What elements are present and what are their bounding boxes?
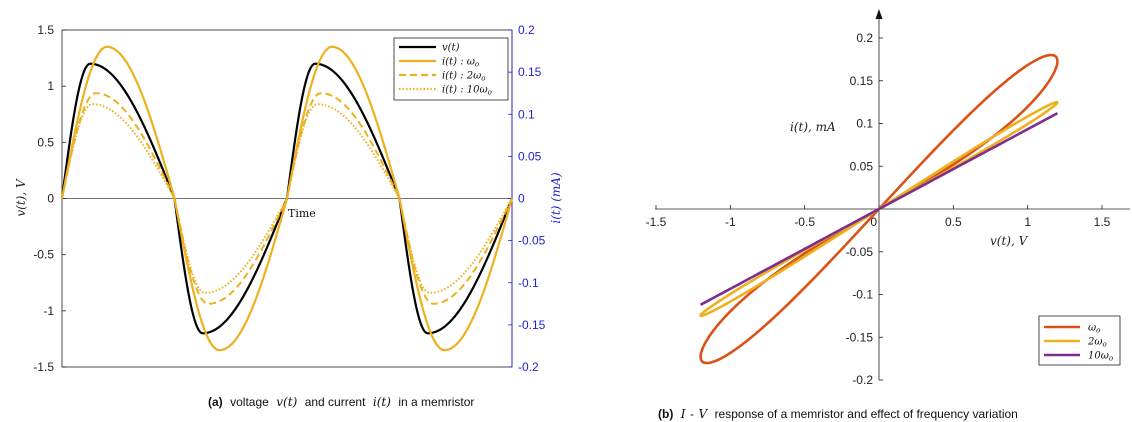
b-x-tick-label: -1 xyxy=(725,215,736,229)
b-y-tick-label: 0.15 xyxy=(850,74,874,88)
plot-b-y-arrow xyxy=(875,9,883,19)
plot-a-ylabel-right: i(t) (mA) xyxy=(549,172,563,224)
a-right-tick-label: -0.1 xyxy=(518,276,539,290)
b-x-tick-label: -0.5 xyxy=(794,215,815,229)
svg-text:(a) voltage v(: (a) voltage v(t) and current i(t) in a m… xyxy=(208,393,474,410)
a-left-tick-label: 0 xyxy=(47,192,54,206)
a-right-tick-label: -0.15 xyxy=(518,318,546,332)
caption-b-math-1: I xyxy=(680,407,686,421)
b-x-tick-label: 0.5 xyxy=(945,215,962,229)
a-legend-label: i(t) : 10ωo xyxy=(442,85,492,97)
plot-a-series xyxy=(60,45,514,352)
caption-a-text-1: voltage xyxy=(230,395,269,409)
caption-b-text-1: - xyxy=(690,407,694,421)
b-legend-label: 2ωo xyxy=(1087,337,1107,349)
a-left-tick-label: -0.5 xyxy=(33,248,54,262)
caption-b-label: (b) xyxy=(658,407,673,421)
b-y-tick-label: -0.15 xyxy=(846,330,874,344)
plot-a-ylabel: v(t), V xyxy=(14,178,28,217)
a-series-line xyxy=(61,92,513,305)
b-x-tick-label: -1.5 xyxy=(646,215,667,229)
b-series-curve xyxy=(699,112,1059,306)
plot-b-xlabel: v(t), V xyxy=(990,234,1029,248)
b-legend-label: ωo xyxy=(1088,323,1100,335)
b-y-tick-label: 0.1 xyxy=(856,117,873,131)
caption-a-text-2: and current xyxy=(305,395,366,409)
caption-a: (a) voltage v(t) and current i(t) in a m… xyxy=(208,393,474,410)
b-y-tick-label: 0.2 xyxy=(856,31,873,45)
caption-a-math-1: v(t) xyxy=(276,395,297,409)
a-right-tick-label: 0.05 xyxy=(518,149,542,163)
panel-a: 1.5 1 0.5 0 -0.5 -1 -1.5 0.2 0.15 0.1 0.05 0 -0.05 -… xyxy=(14,23,563,410)
a-right-tick-label: 0.15 xyxy=(518,65,542,79)
a-left-tick-label: 1 xyxy=(47,79,54,93)
a-right-tick-label: -0.2 xyxy=(518,360,539,374)
svg-text:(b) I -: (b) I - V response of a memristor and ef… xyxy=(658,405,1018,422)
plot-b-x-ticks: -1.5 -1 -0.5 0 0.5 1 1.5 xyxy=(646,205,1111,229)
caption-a-label: (a) xyxy=(208,395,223,409)
a-legend-label: v(t) xyxy=(442,43,460,54)
b-y-tick-label: -0.1 xyxy=(852,288,873,302)
a-right-tick-label: 0.2 xyxy=(518,23,535,37)
a-left-tick-label: 1.5 xyxy=(37,23,54,37)
a-legend-label: i(t) : ωo xyxy=(442,57,479,69)
panel-b: -1.5 -1 -0.5 0 0.5 1 1.5 0.20.150.10.05-0.05-0… xyxy=(646,9,1130,422)
caption-a-math-2: i(t) xyxy=(373,395,391,409)
plot-a-legend: v(t) i(t) : ωo i(t) : 2ωo i(t) : 10ωo xyxy=(393,37,509,101)
plot-b-ylabel: i(t), mA xyxy=(790,120,836,134)
b-x-tick-label: 1 xyxy=(1024,215,1031,229)
a-right-tick-label: 0 xyxy=(518,192,525,206)
a-left-tick-label: -1.5 xyxy=(33,360,54,374)
a-left-tick-label: 0.5 xyxy=(37,135,54,149)
a-legend-label: i(t) : 2ωo xyxy=(442,71,485,83)
caption-b: (b) I - V response of a memristor and ef… xyxy=(658,405,1018,422)
b-y-tick-label: -0.05 xyxy=(846,245,874,259)
a-right-tick-label: 0.1 xyxy=(518,107,535,121)
a-series-line xyxy=(61,103,513,294)
b-x-tick-label: 0 xyxy=(870,215,877,229)
a-right-tick-label: -0.05 xyxy=(518,234,546,248)
plot-a-left-ticks: 1.5 1 0.5 0 -0.5 -1 -1.5 xyxy=(33,23,66,374)
a-left-tick-label: -1 xyxy=(43,304,54,318)
plot-b-legend: ωo 2ωo 10ωo xyxy=(1038,315,1121,366)
caption-b-text-2: response of a memristor and effect of fr… xyxy=(715,407,1018,421)
b-x-tick-label: 1.5 xyxy=(1094,215,1111,229)
plot-b-series xyxy=(699,53,1059,365)
caption-b-math-2: V xyxy=(698,407,708,421)
plot-b-y-ticks: 0.2 0.15 0.1 0.05 -0.05 -0.1 -0.15 -0.2 xyxy=(846,31,883,387)
b-y-tick-label: -0.2 xyxy=(852,373,873,387)
plot-a-xlabel: Time xyxy=(288,207,316,220)
b-y-tick-label: 0.05 xyxy=(850,159,874,173)
b-legend-label: 10ωo xyxy=(1088,351,1113,363)
plot-a-right-ticks: 0.2 0.15 0.1 0.05 0 -0.05 -0.1 -0.15 -0.2 xyxy=(508,23,546,374)
caption-a-text-3: in a memristor xyxy=(398,395,474,409)
